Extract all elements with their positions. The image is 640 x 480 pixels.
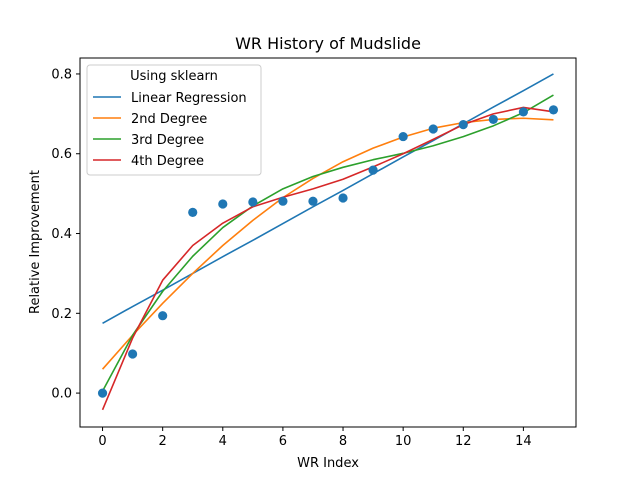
data-point [188,207,198,217]
legend-label-2nd-degree: 2nd Degree [131,112,207,127]
y-axis: 0.0 0.2 0.4 0.6 0.8 [51,67,80,402]
y-tick-label: 0.2 [51,307,72,322]
data-point [338,193,348,203]
y-tick-label: 0.8 [51,67,72,82]
data-point [398,131,408,142]
data-point [278,196,288,206]
legend-entries: Linear Regression 2nd Degree 3rd Degree 4th… [93,91,247,169]
x-tick-label: 14 [515,434,532,449]
x-tick-label: 10 [395,434,412,449]
legend: Using sklearn Linear Regression 2nd Degre… [86,64,262,176]
series-line-linear-regression [102,73,554,324]
data-point [548,105,559,115]
x-tick-label: 12 [455,434,472,449]
data-point [218,199,228,209]
legend-box [86,64,262,176]
data-point [458,120,468,130]
data-point [248,197,258,207]
chart-title: WR History of Mudslide [235,34,421,53]
data-point [308,196,318,206]
series-line-3rd-degree [101,94,554,392]
legend-label-4th-degree: 4th Degree [131,154,204,169]
data-point [368,165,378,175]
data-point [428,124,438,134]
legend-label-3rd-degree: 3rd Degree [131,133,204,148]
series-line-2nd-degree [101,117,554,370]
data-point [97,388,108,398]
series-line-4th-degree [101,106,554,411]
x-tick-label: 6 [279,434,287,449]
legend-label-linear-regression: Linear Regression [131,91,247,106]
y-tick-label: 0.6 [51,147,72,162]
x-tick-label: 0 [98,434,106,449]
data-point [128,349,138,359]
y-tick-label: 0.4 [51,227,72,242]
x-tick-label: 4 [219,434,227,449]
y-axis-label: Relative Improvement [28,170,43,314]
x-tick-label: 2 [159,434,167,449]
x-axis-label: WR Index [297,456,359,471]
legend-title: Using sklearn [130,69,218,84]
scatter-layer [97,105,559,398]
data-point [158,311,168,321]
series-layer [101,73,554,411]
data-point [488,114,498,125]
x-tick-label: 8 [339,434,347,449]
x-axis: 0 2 4 6 8 10 12 14 [98,427,532,449]
y-tick-label: 0.0 [51,387,72,402]
data-point [518,107,528,117]
